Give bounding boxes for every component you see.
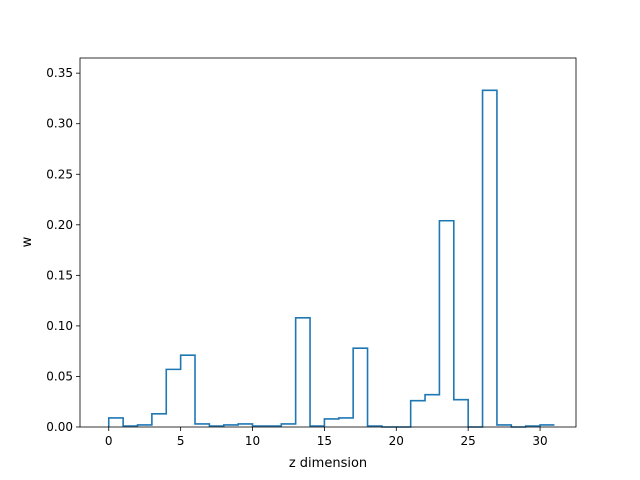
y-tick-label: 0.05 bbox=[46, 369, 73, 383]
y-tick-label: 0.15 bbox=[46, 268, 73, 282]
x-tick-label: 0 bbox=[105, 434, 113, 448]
axes: 0 5 10 15 20 25 30 0.00 0.05 0.10 0.15 0.20 0.25 0.30… bbox=[46, 57, 577, 448]
x-tick-label: 15 bbox=[317, 434, 332, 448]
y-tick-label: 0.20 bbox=[46, 218, 73, 232]
y-tick-label: 0.35 bbox=[46, 66, 73, 80]
x-tick-label: 10 bbox=[245, 434, 260, 448]
y-tick-label: 0.10 bbox=[46, 319, 73, 333]
x-tick-label: 5 bbox=[177, 434, 185, 448]
y-axis-label: w bbox=[20, 236, 35, 247]
y-tick-label: 0.30 bbox=[46, 117, 73, 131]
x-tick-label: 20 bbox=[389, 434, 404, 448]
x-axis-label: z dimension bbox=[289, 456, 367, 471]
y-tick-label: 0.00 bbox=[46, 420, 73, 434]
axes-frame bbox=[79, 57, 577, 428]
x-tick-label: 30 bbox=[532, 434, 547, 448]
x-tick-label: 25 bbox=[461, 434, 476, 448]
y-tick-label: 0.25 bbox=[46, 167, 73, 181]
